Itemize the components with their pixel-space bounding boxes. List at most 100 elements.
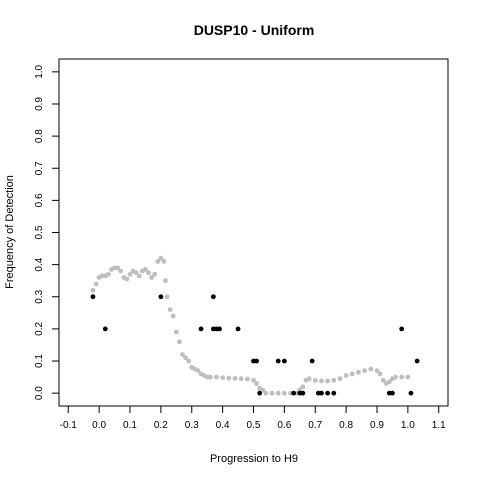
- gray-data-point: [405, 374, 411, 380]
- y-tick-label: 0.0: [34, 386, 45, 400]
- black-data-point: [257, 390, 263, 396]
- black-data-point: [309, 358, 315, 364]
- gray-data-point: [356, 369, 361, 375]
- x-tick-label: 0.9: [370, 420, 384, 431]
- gray-data-point: [343, 373, 349, 378]
- gray-data-point: [164, 294, 170, 300]
- y-tick-label: 1.0: [34, 64, 45, 78]
- gray-data-point: [163, 278, 168, 284]
- gray-data-point: [105, 271, 111, 277]
- gray-data-point: [386, 379, 392, 385]
- gray-data-point: [306, 376, 312, 382]
- y-axis: 0.0 0.1 0.2 0.3 0.4 0.5 0.6 0.7 0.8 0.9 1.0: [34, 64, 59, 400]
- gray-data-point: [146, 270, 151, 276]
- gray-data-point: [155, 259, 161, 264]
- black-data-point: [331, 390, 337, 396]
- gray-data-point: [374, 368, 380, 374]
- gray-data-point: [393, 374, 398, 380]
- gray-data-point: [380, 377, 386, 383]
- gray-data-point: [275, 390, 281, 396]
- chart-title: DUSP10 - Uniform: [194, 22, 315, 38]
- y-tick-label: 0.3: [34, 289, 45, 303]
- gray-data-point: [269, 390, 275, 396]
- gray-data-point: [118, 268, 124, 274]
- gray-data-point: [180, 352, 185, 357]
- x-tick-label: 0.1: [123, 420, 137, 431]
- gray-data-point: [238, 376, 244, 382]
- gray-data-point: [260, 387, 266, 393]
- gray-data-point: [244, 376, 250, 382]
- black-data-point: [390, 390, 395, 396]
- black-data-point: [217, 326, 222, 332]
- black-data-point: [319, 390, 324, 396]
- gray-data-point: [349, 371, 355, 377]
- black-data-point: [325, 390, 330, 396]
- gray-data-point: [207, 374, 213, 380]
- x-tick-label: -0.1: [60, 420, 78, 431]
- black-data-point: [90, 294, 96, 300]
- gray-data-point: [173, 329, 179, 335]
- gray-data-point: [93, 281, 99, 287]
- x-tick-label: 0.5: [247, 420, 261, 431]
- data-points: [90, 255, 420, 396]
- x-tick-label: 0.4: [216, 420, 230, 431]
- gray-data-point: [232, 375, 238, 381]
- gray-data-point: [183, 355, 188, 361]
- black-data-point: [158, 294, 164, 300]
- black-data-point: [300, 390, 306, 396]
- black-data-point: [275, 358, 281, 364]
- gray-data-point: [281, 390, 287, 396]
- y-tick-label: 0.5: [34, 225, 45, 239]
- black-data-point: [399, 326, 405, 332]
- gray-data-point: [149, 275, 155, 280]
- x-tick-label: 0.7: [308, 420, 322, 431]
- gray-data-point: [167, 307, 173, 313]
- gray-data-point: [337, 376, 343, 382]
- black-data-point: [281, 358, 287, 364]
- gray-data-point: [362, 368, 368, 374]
- gray-data-point: [133, 270, 139, 276]
- black-data-point: [235, 326, 241, 332]
- gray-data-point: [158, 255, 164, 261]
- black-data-point: [291, 390, 297, 396]
- x-tick-label: 0.8: [339, 420, 353, 431]
- x-tick-label: 0.2: [154, 420, 168, 431]
- gray-data-point: [263, 390, 269, 396]
- x-tick-label: 0.0: [92, 420, 106, 431]
- gray-data-point: [136, 273, 142, 279]
- gray-data-point: [195, 368, 201, 374]
- gray-data-point: [127, 271, 133, 277]
- gray-data-point: [152, 271, 158, 277]
- black-data-point: [102, 326, 108, 332]
- gray-data-point: [399, 374, 405, 380]
- gray-data-point: [377, 371, 383, 377]
- gray-data-point: [186, 358, 192, 364]
- y-tick-label: 0.1: [34, 354, 45, 368]
- gray-data-point: [368, 366, 374, 372]
- gray-data-point: [312, 377, 318, 383]
- y-tick-label: 0.9: [34, 97, 45, 111]
- gray-data-point: [143, 267, 148, 272]
- x-tick-label: 1.0: [401, 420, 415, 431]
- gray-data-point: [177, 339, 182, 345]
- y-tick-label: 0.8: [34, 129, 45, 143]
- y-tick-label: 0.4: [34, 257, 45, 271]
- x-tick-label: 1.1: [432, 420, 446, 431]
- gray-data-point: [115, 265, 121, 271]
- x-axis: -0.1 0.0 0.1 0.2 0.3 0.4 0.5 0.6 0.7 0.8 0.9 1.0 1.1: [60, 406, 446, 431]
- x-tick-label: 0.3: [185, 420, 199, 431]
- gray-data-point: [300, 384, 306, 390]
- black-data-point: [414, 358, 420, 364]
- y-tick-label: 0.6: [34, 193, 45, 207]
- y-tick-label: 0.7: [34, 161, 45, 175]
- gray-data-point: [226, 375, 232, 381]
- black-data-point: [408, 390, 414, 396]
- gray-data-point: [161, 259, 167, 264]
- gray-data-point: [319, 378, 324, 384]
- plot-frame: [58, 58, 449, 407]
- gray-data-point: [124, 276, 130, 282]
- gray-data-point: [90, 287, 96, 293]
- gray-data-point: [331, 377, 337, 383]
- gray-data-point: [214, 374, 219, 380]
